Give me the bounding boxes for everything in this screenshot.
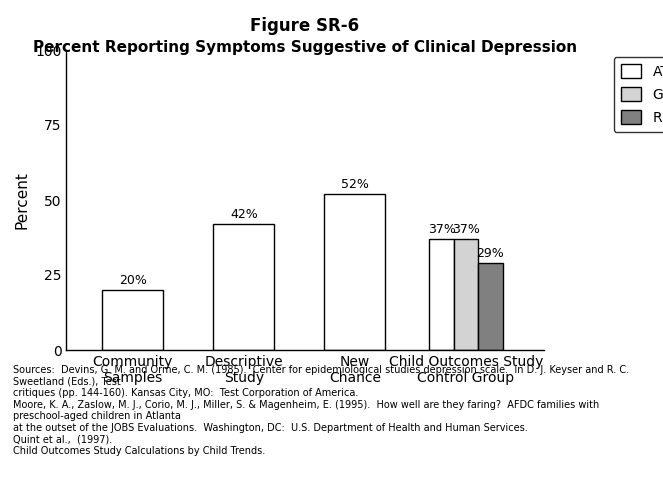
Text: 20%: 20%: [119, 274, 147, 287]
Text: Sources:  Devins, G. M. and Orme, C. M. (1985).  Center for epidemiological stud: Sources: Devins, G. M. and Orme, C. M. (…: [13, 365, 629, 456]
Text: 29%: 29%: [477, 247, 505, 260]
Text: 42%: 42%: [230, 208, 258, 221]
Text: 37%: 37%: [452, 223, 480, 236]
Bar: [213, 224, 274, 350]
Text: Percent Reporting Symptoms Suggestive of Clinical Depression: Percent Reporting Symptoms Suggestive of…: [33, 40, 577, 55]
Text: Figure SR-6: Figure SR-6: [251, 17, 359, 35]
Bar: [453, 239, 478, 350]
Bar: [478, 263, 503, 350]
Legend: AT, GR, RI: AT, GR, RI: [614, 57, 663, 132]
Bar: [102, 290, 164, 350]
Text: 37%: 37%: [428, 223, 455, 236]
Y-axis label: Percent: Percent: [15, 171, 30, 229]
Bar: [324, 194, 385, 350]
Bar: [430, 239, 453, 350]
Text: 52%: 52%: [341, 178, 369, 191]
